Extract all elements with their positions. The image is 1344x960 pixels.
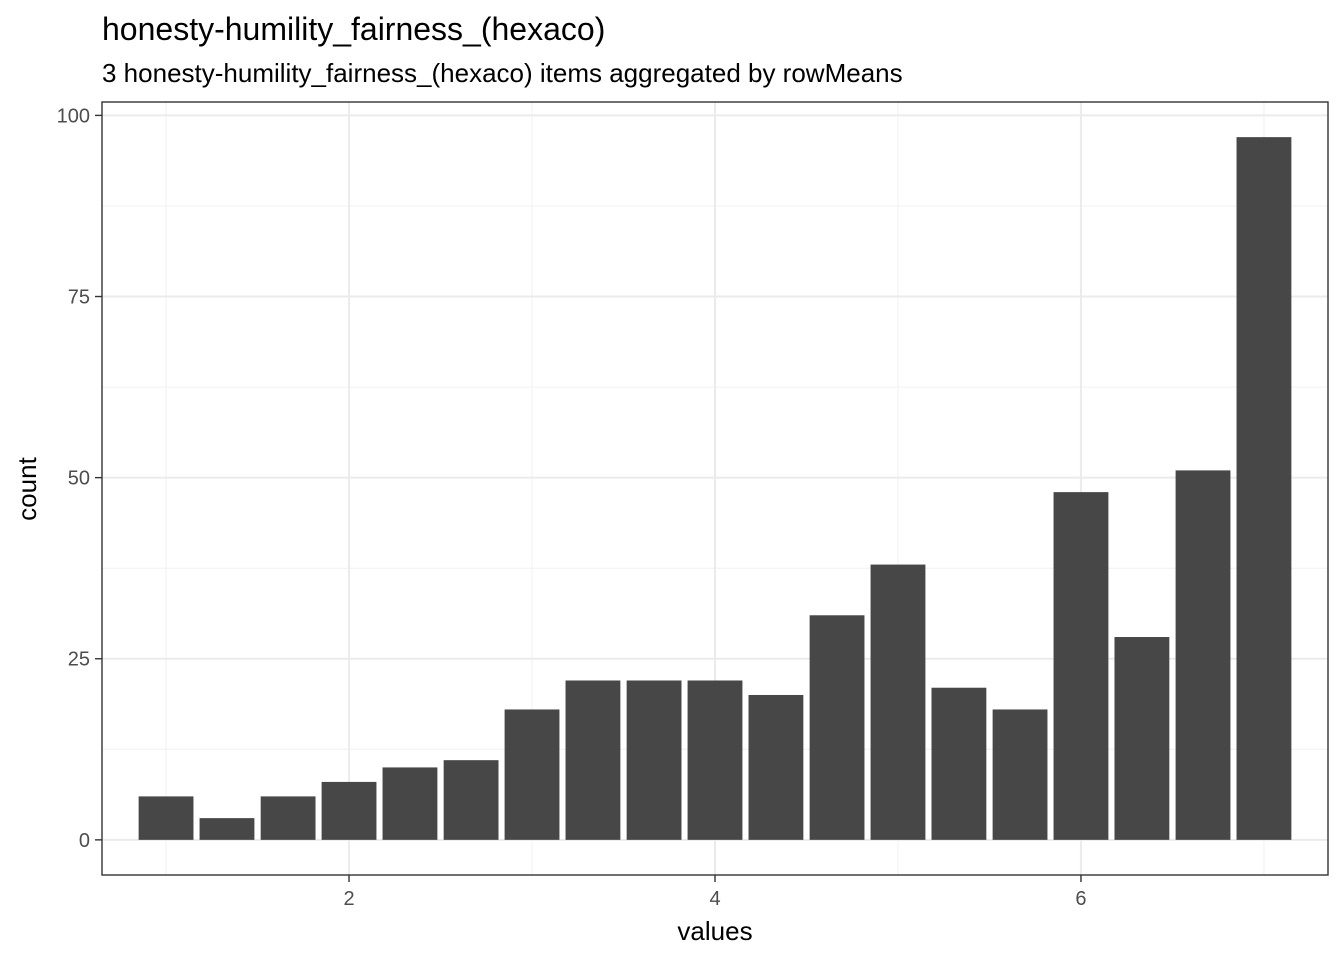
bar — [931, 687, 987, 840]
x-tick-label: 6 — [1075, 888, 1086, 910]
bar — [870, 564, 926, 840]
chart-subtitle: 3 honesty-humility_fairness_(hexaco) ite… — [102, 58, 903, 88]
bar — [138, 796, 194, 840]
bar — [1053, 492, 1109, 840]
axes: 0 25 50 75 100 2 4 6 — [57, 105, 1087, 910]
bar — [992, 709, 1048, 840]
x-tick-label: 4 — [709, 888, 720, 910]
bar — [565, 680, 621, 840]
bar — [687, 680, 743, 840]
bar — [321, 781, 377, 840]
bar — [626, 680, 682, 840]
y-tick-label: 50 — [68, 468, 90, 490]
bar — [504, 709, 560, 840]
bar — [1175, 470, 1231, 840]
y-tick-label: 0 — [79, 830, 90, 852]
bar — [382, 767, 438, 840]
bar — [1236, 137, 1292, 840]
bar — [199, 818, 255, 840]
bar — [260, 796, 316, 840]
x-axis-title: values — [677, 916, 752, 946]
chart-title: honesty-humility_fairness_(hexaco) — [102, 11, 605, 47]
y-tick-label: 75 — [68, 287, 90, 309]
bar — [809, 615, 865, 840]
bar — [748, 694, 804, 840]
y-axis-title: count — [12, 456, 42, 520]
y-tick-label: 25 — [68, 649, 90, 671]
bars — [138, 137, 1292, 840]
y-tick-label: 100 — [57, 105, 90, 127]
bar — [1114, 637, 1170, 840]
bar — [443, 760, 499, 840]
x-tick-label: 2 — [343, 888, 354, 910]
